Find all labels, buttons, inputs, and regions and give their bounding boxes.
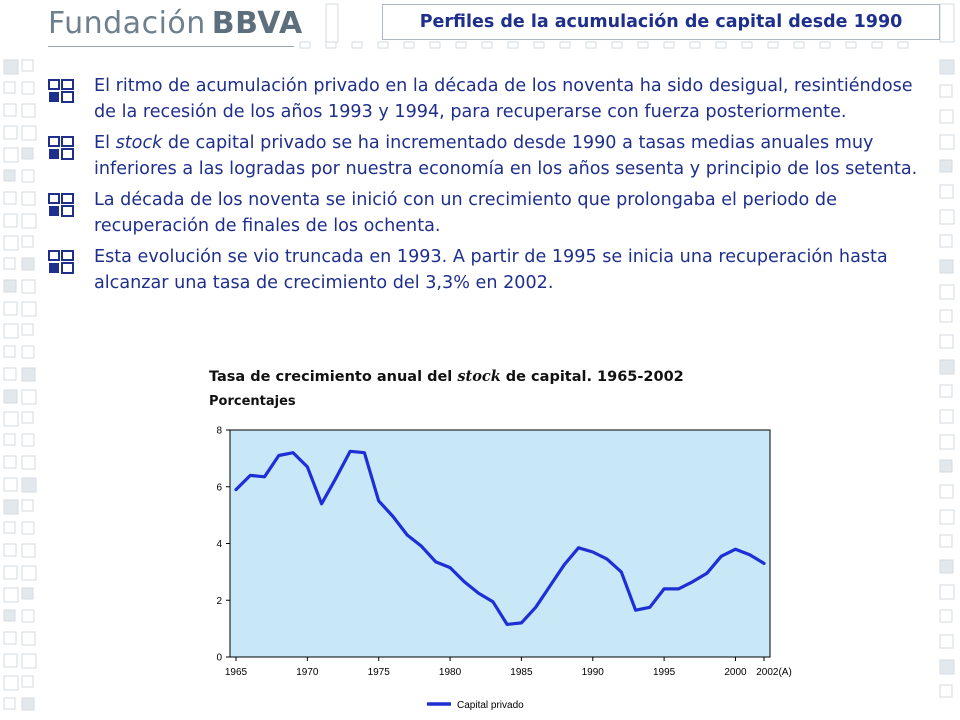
- bullet-text-4: Esta evolución se vio truncada en 1993. …: [94, 245, 934, 296]
- x-tick-label: 1980: [439, 667, 462, 678]
- x-tick-label: 2000: [724, 667, 747, 678]
- bullet-text-3: La década de los noventa se inició con u…: [94, 188, 934, 239]
- chart-subtitle: Porcentajes: [209, 394, 296, 409]
- bullet-item: La década de los noventa se inició con u…: [44, 188, 934, 239]
- y-tick-label: 4: [216, 539, 222, 550]
- bullet-item: Esta evolución se vio truncada en 1993. …: [44, 245, 934, 296]
- slide-title-box: Perfiles de la acumulación de capital de…: [382, 4, 940, 40]
- x-tick-label: 1965: [225, 667, 248, 678]
- legend-label: Capital privado: [457, 700, 524, 711]
- grid-bullet-icon: [48, 136, 74, 160]
- bullet-1-part: El ritmo de acumulación privado en la dé…: [94, 76, 913, 122]
- y-tick-label: 6: [216, 482, 222, 493]
- logo-brand: BBVA: [211, 6, 303, 41]
- bullet-list: El ritmo de acumulación privado en la dé…: [44, 74, 934, 302]
- grid-bullet-icon: [48, 79, 74, 103]
- x-tick-label: 1970: [296, 667, 319, 678]
- y-tick-label: 8: [216, 426, 222, 437]
- slide-title: Perfiles de la acumulación de capital de…: [419, 12, 903, 32]
- x-tick-label: 1995: [653, 667, 676, 678]
- fundacion-bbva-logo: Fundación BBVA: [48, 6, 303, 48]
- x-tick-label: 1975: [368, 667, 391, 678]
- capital-growth-chart: 0 2 4 6 8 1965 1970 1975 1980 1985 1990 1995 2000 200…: [205, 366, 805, 720]
- bullet-3-part: La década de los noventa se inició con u…: [94, 190, 837, 236]
- series-line-capital-privado: [234, 449, 766, 626]
- chart-title-part-b: de capital. 1965-2002: [500, 369, 684, 385]
- chart-title: Tasa de crecimiento anual del stock de c…: [209, 368, 684, 385]
- grid-bullet-icon: [48, 250, 74, 274]
- bullet-2-part-a: El: [94, 133, 116, 153]
- y-tick-label: 0: [216, 653, 222, 664]
- x-tick-label: 1985: [510, 667, 533, 678]
- bullet-4-part: Esta evolución se vio truncada en 1993. …: [94, 247, 888, 293]
- grid-bullet-icon: [48, 193, 74, 217]
- chart-title-italic-stock: stock: [457, 368, 501, 385]
- logo-underline: [48, 46, 294, 47]
- bullet-2-part-b: de capital privado se ha incrementado de…: [94, 133, 918, 179]
- x-tick-label: 1990: [582, 667, 605, 678]
- bullet-text-1: El ritmo de acumulación privado en la dé…: [94, 74, 934, 125]
- bullet-2-italic-stock: stock: [115, 133, 163, 153]
- bullet-text-2: El stock de capital privado se ha increm…: [94, 131, 934, 182]
- chart-title-part-a: Tasa de crecimiento anual del: [209, 369, 458, 385]
- plot-area: [229, 429, 771, 658]
- y-tick-label: 2: [216, 596, 222, 607]
- x-tick-label: 2002(A): [756, 667, 792, 678]
- chart-canvas: 0 2 4 6 8 1965 1970 1975 1980 1985 1990 1995 2000 200…: [216, 426, 792, 712]
- bullet-item: El ritmo de acumulación privado en la dé…: [44, 74, 934, 125]
- bullet-item: El stock de capital privado se ha increm…: [44, 131, 934, 182]
- logo-text: Fundación: [48, 6, 206, 41]
